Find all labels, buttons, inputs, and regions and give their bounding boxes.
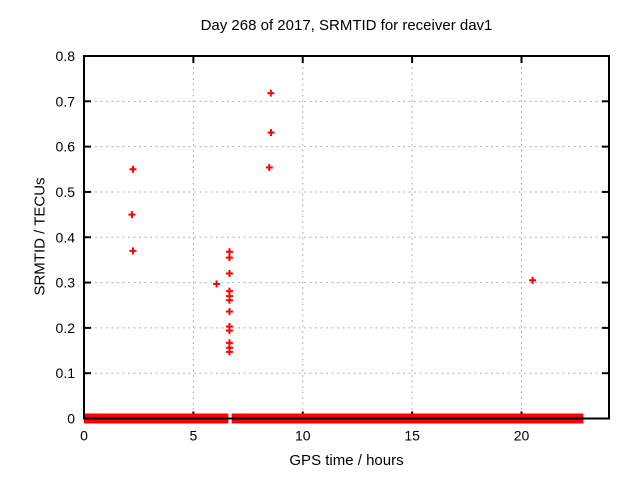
y-tick-label: 0.4 [56,229,76,245]
y-tick-label: 0.8 [56,48,76,64]
chart-title: Day 268 of 2017, SRMTID for receiver dav… [200,17,493,34]
y-tick-label: 0.7 [56,93,76,109]
y-tick-label: 0.3 [56,275,76,291]
x-tick-label: 10 [295,428,311,444]
y-tick-label: 0.5 [56,184,76,200]
y-tick-label: 0.6 [56,139,76,155]
x-tick-label: 20 [514,428,530,444]
x-tick-label: 15 [404,428,420,444]
x-tick-label: 0 [80,428,88,444]
y-tick-label: 0.2 [56,320,76,336]
plot-border [83,55,610,420]
x-tick-label: 5 [189,428,197,444]
x-axis-label: GPS time / hours [289,452,404,469]
y-tick-label: 0 [67,411,75,427]
y-tick-label: 0.1 [56,365,76,381]
